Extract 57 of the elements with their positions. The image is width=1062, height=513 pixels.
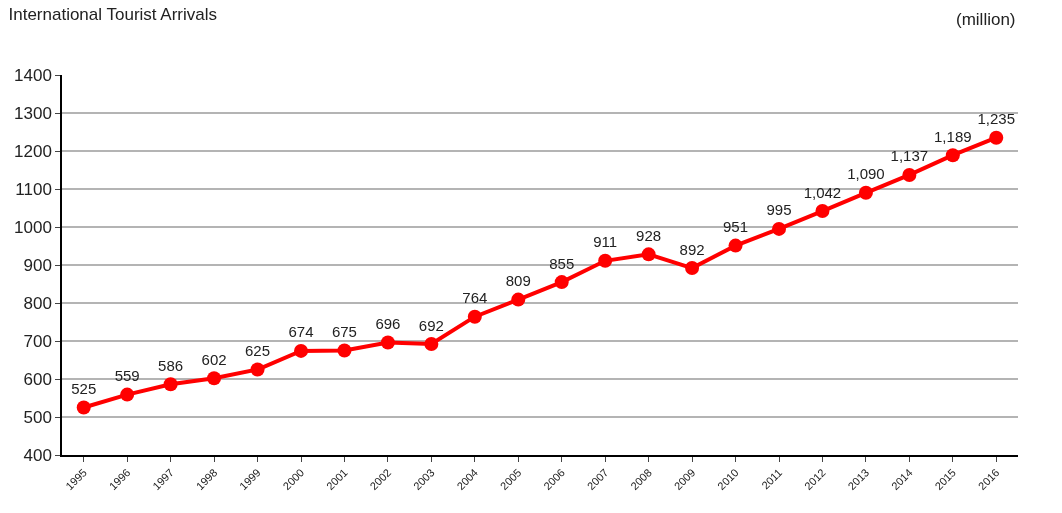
data-label: 892 xyxy=(679,240,705,258)
data-label: 674 xyxy=(288,323,314,341)
y-tick-label: 900 xyxy=(23,255,52,275)
y-tick-label: 1200 xyxy=(14,141,52,161)
chart-title: International Tourist Arrivals xyxy=(8,4,218,24)
point xyxy=(945,148,960,163)
data-label: 928 xyxy=(636,226,662,244)
point xyxy=(598,253,613,268)
data-label: 951 xyxy=(723,218,749,236)
y-tick-label: 600 xyxy=(23,369,52,389)
point xyxy=(685,261,700,276)
point xyxy=(467,309,482,324)
point xyxy=(815,204,830,219)
point xyxy=(120,387,135,402)
y-tick-label: 700 xyxy=(23,331,52,351)
data-label: 1,090 xyxy=(847,165,885,183)
data-label: 625 xyxy=(245,342,271,359)
y-tick-label: 400 xyxy=(23,445,52,465)
point xyxy=(76,400,91,415)
data-label: 911 xyxy=(593,233,618,251)
data-label: 995 xyxy=(766,201,792,219)
point xyxy=(554,275,569,290)
point xyxy=(250,362,265,377)
point xyxy=(902,167,917,182)
point xyxy=(641,247,656,262)
point xyxy=(728,238,743,253)
data-label: 525 xyxy=(71,380,97,397)
point xyxy=(294,343,308,358)
point xyxy=(424,337,439,352)
y-tick-label: 1100 xyxy=(15,179,52,199)
point xyxy=(511,292,526,307)
point xyxy=(207,371,222,386)
y-tick-label: 800 xyxy=(23,293,52,313)
data-label: 602 xyxy=(201,350,227,368)
data-label: 675 xyxy=(331,323,357,340)
data-label: 809 xyxy=(505,272,531,290)
data-label: 1,042 xyxy=(803,183,842,201)
data-label: 692 xyxy=(418,316,444,334)
data-label: 855 xyxy=(549,254,575,272)
data-label: 1,137 xyxy=(890,147,929,165)
data-label: 696 xyxy=(375,315,401,333)
data-label: 559 xyxy=(114,367,140,385)
point xyxy=(858,185,873,200)
y-tick-label: 1300 xyxy=(14,103,52,123)
data-label: 586 xyxy=(158,356,184,374)
data-label: 1,235 xyxy=(977,110,1016,128)
y-tick-label: 500 xyxy=(23,407,52,427)
point xyxy=(772,221,786,236)
point xyxy=(989,130,1004,145)
data-label: 764 xyxy=(462,289,488,307)
data-label: 1,189 xyxy=(934,127,972,145)
y-tick-label: 1400 xyxy=(14,65,52,85)
point xyxy=(337,343,352,358)
point xyxy=(163,377,178,392)
point xyxy=(380,335,395,350)
y-tick-label: 1000 xyxy=(14,217,52,237)
text: (million) xyxy=(956,10,1016,29)
